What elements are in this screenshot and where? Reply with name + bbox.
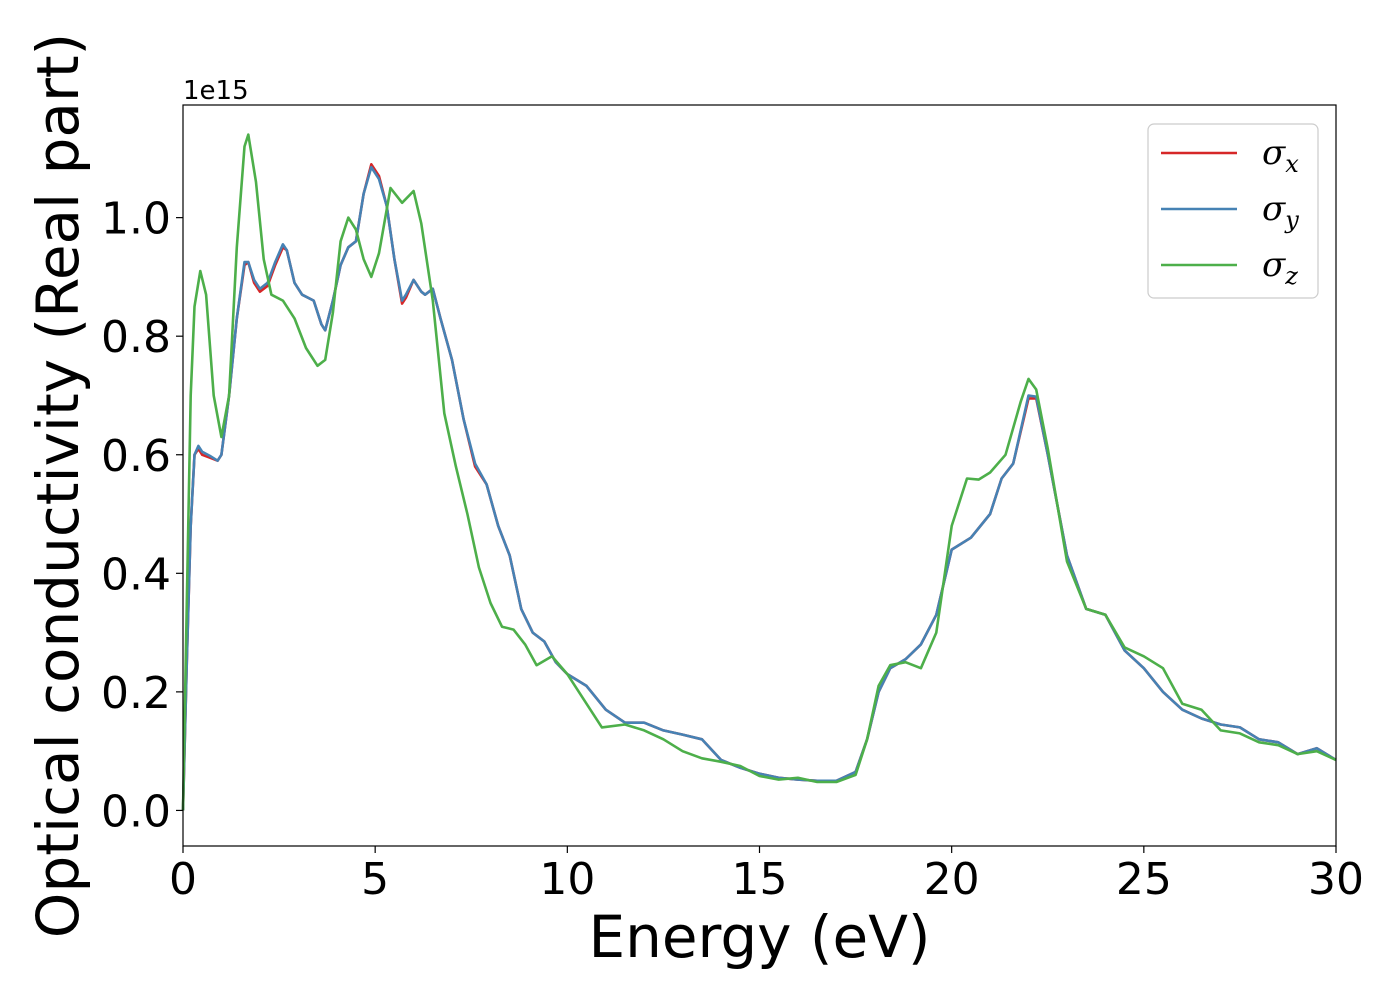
legend: σx σy σz (1147, 123, 1319, 299)
legend-label-x: σx (1262, 133, 1299, 178)
y-tick-label: 0.4 (101, 549, 171, 600)
legend-box (1147, 123, 1319, 299)
y-axis-label: Optical conductivity (Real part) (24, 33, 92, 938)
x-tick-label: 20 (924, 854, 980, 905)
plot-lines (181, 133, 1337, 811)
y-axis-ticks: 0.0 0.2 0.4 0.6 0.8 1.0 (101, 194, 183, 837)
series-line-y (181, 165, 1337, 811)
plot-frame (182, 104, 1337, 847)
y-tick-label: 0.0 (101, 786, 171, 837)
y-tick-label: 0.6 (101, 431, 171, 482)
x-tick-label: 0 (169, 854, 197, 905)
y-tick-label: 1.0 (101, 194, 171, 245)
x-tick-label: 25 (1116, 854, 1172, 905)
y-tick-label: 0.2 (101, 668, 171, 719)
y-tick-label: 0.8 (101, 312, 171, 363)
series-line-z (181, 133, 1337, 811)
x-tick-label: 5 (361, 854, 389, 905)
x-tick-label: 10 (539, 854, 595, 905)
y-axis-offset-text: 1e15 (183, 76, 249, 106)
x-tick-label: 15 (732, 854, 788, 905)
legend-label-z: σz (1262, 245, 1298, 290)
x-tick-label: 30 (1308, 854, 1364, 905)
x-axis-label: Energy (eV) (588, 903, 930, 971)
x-axis-ticks: 0 5 10 15 20 25 30 (169, 846, 1364, 905)
legend-label-y: σy (1262, 189, 1299, 234)
